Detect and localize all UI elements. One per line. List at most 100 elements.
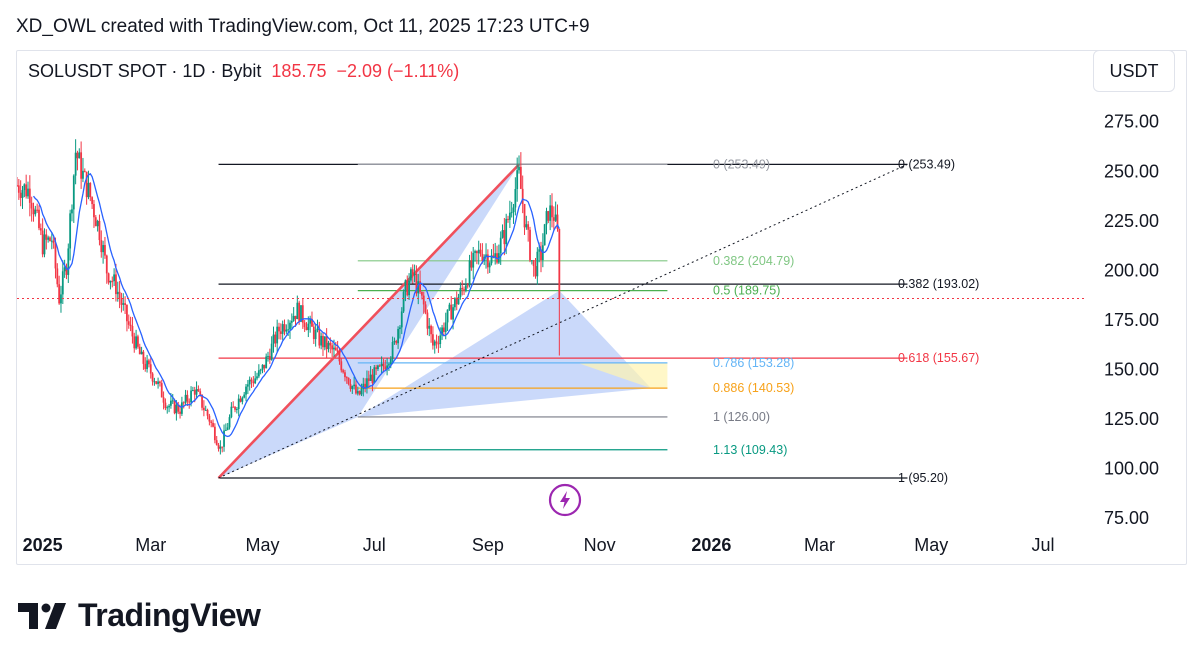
candle-body [45,234,48,240]
lightning-icon[interactable] [548,483,582,517]
candle-body [129,324,132,326]
candle-body [102,245,105,253]
tradingview-logo: TradingView [18,597,261,634]
candle-body [268,355,271,360]
candle-body [105,255,108,274]
candle-body [527,224,530,230]
candle-body [180,402,183,414]
candle-body [540,249,542,261]
candle-body [166,407,169,409]
candle-body [382,363,385,367]
candle-body [388,364,390,366]
harmonic-bcd [357,290,651,417]
candle-body [534,266,537,277]
candle-body [210,421,213,423]
candle-body [279,331,282,334]
candle-body [204,409,207,411]
candle-body [307,323,310,331]
candle-body [159,381,161,384]
candle-body [338,352,341,362]
chart-attribution: XD_OWL created with TradingView.com, Oct… [16,16,590,37]
candle-body [78,152,81,159]
candle-body [148,360,150,365]
fib-inner-label-0: 0 (253.49) [713,157,770,171]
candle-body [558,228,561,299]
candle-body [241,397,244,402]
candle-body [432,334,434,346]
candle-body [549,205,552,221]
candle-body [333,347,335,350]
time-tick-label: Nov [584,535,616,555]
candle-body [149,364,152,374]
candle-body [146,360,148,370]
candle-body [61,271,64,295]
fib-outer-label-0: 0 (253.49) [898,157,955,171]
candle-body [137,336,139,347]
candle-body [303,322,306,328]
candle-body [345,377,348,379]
candle-body [274,334,277,344]
candle-body [188,401,191,403]
candle-body [525,224,528,228]
time-tick-label: May [246,535,280,555]
candle-body [545,211,548,225]
candle-body [239,398,242,402]
candle-body [426,312,429,329]
candle-body [157,381,159,384]
candle-body [439,335,442,344]
candle-body [122,303,125,305]
candle-body [177,404,180,412]
candle-body [334,347,337,351]
candle-body [331,345,334,350]
candle-body [547,211,550,221]
candle-body [358,391,361,395]
candle-body [65,267,68,275]
symbol-name: SOLUSDT SPOT · 1D · Bybit [28,61,262,81]
candle-body [349,384,352,389]
fib-inner-label-4: 0.886 (140.53) [713,381,794,395]
candle-body [245,386,247,395]
currency-button[interactable]: USDT [1093,50,1175,92]
candle-body [28,188,31,203]
candle-body [430,325,432,335]
candle-body [237,398,240,410]
candle-body [87,182,90,198]
candle-body [289,322,291,330]
fib-inner-label-2: 0.5 (189.75) [713,284,780,298]
candle-body [91,197,94,205]
candle-body [477,249,480,254]
candle-body [342,370,345,373]
candle-body [364,383,367,388]
candle-body [413,273,416,275]
candle-body [395,340,398,344]
trend-line-red [217,163,520,479]
price-tick-label: 100.00 [1104,458,1159,478]
candle-body [369,374,372,381]
candle-body [41,230,44,255]
fib-inner-label-1: 0.382 (204.79) [713,254,794,268]
candle-body [248,379,251,385]
candle-body [521,188,524,204]
candle-body [433,341,436,346]
candle-body [309,318,312,324]
candle-body [316,328,319,331]
candle-body [552,217,555,221]
candle-body [406,280,409,296]
candle-body [58,284,61,304]
candle-body [475,251,478,254]
candle-body [182,402,185,404]
candle-body [17,185,20,193]
candle-body [217,444,220,449]
candle-body [171,400,174,402]
fib-inner-label-3: 0.786 (153.28) [713,356,794,370]
candle-body [116,291,119,295]
last-price: 185.75 [271,61,327,81]
symbol-legend: SOLUSDT SPOT · 1D · Bybit 185.75 −2.09 (… [28,61,459,82]
candle-body [444,322,447,332]
time-tick-label: Jul [363,535,386,555]
candle-body [74,152,77,176]
candle-body [510,212,513,214]
candle-body [202,407,205,410]
candle-body [49,237,51,241]
